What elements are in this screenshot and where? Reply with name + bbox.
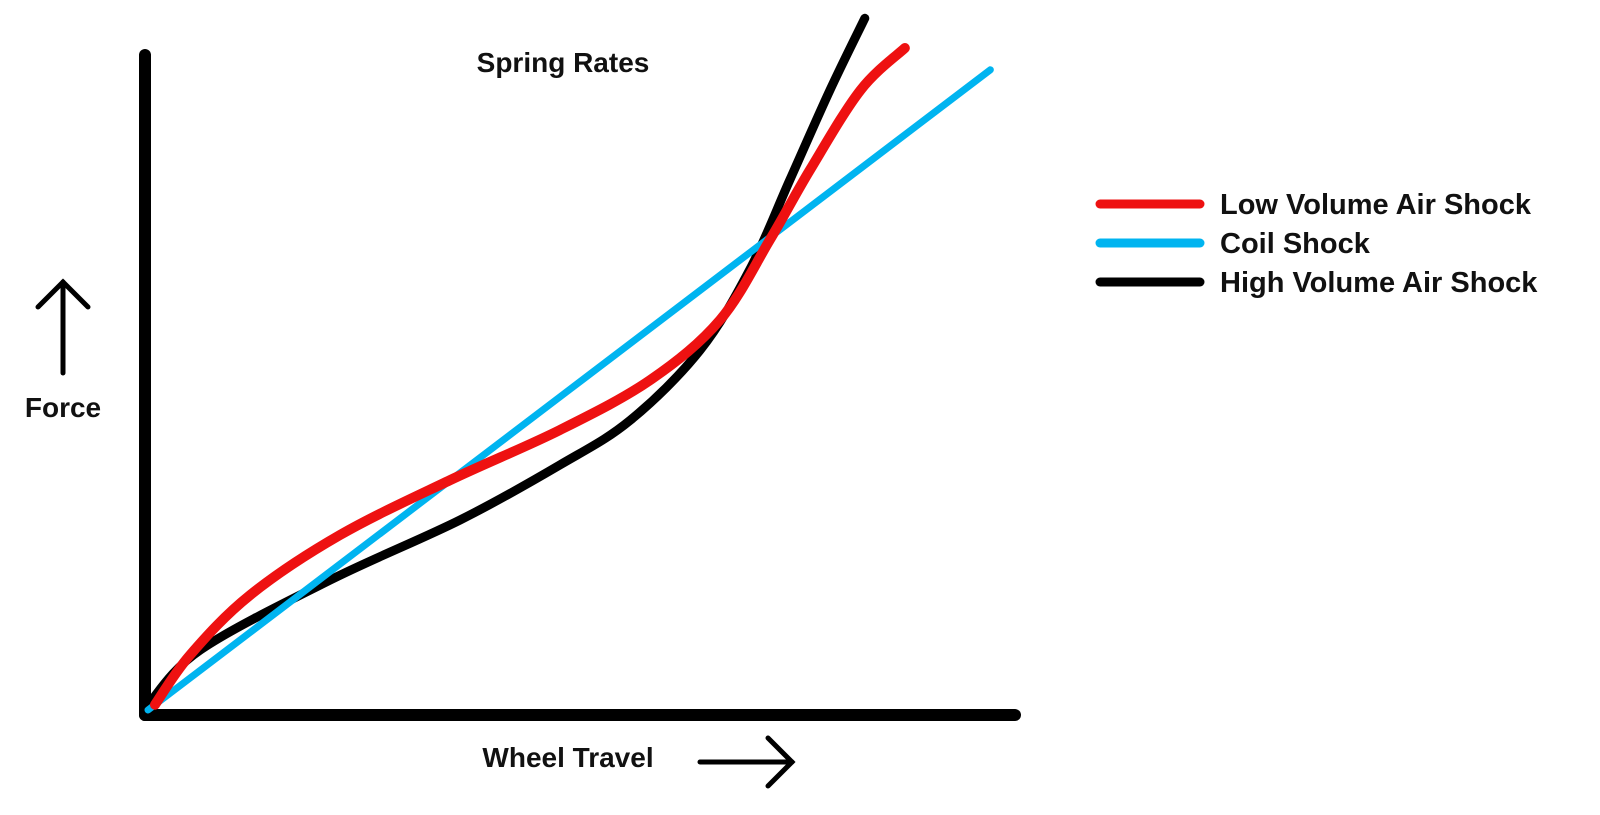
- right-arrow-icon: [697, 735, 796, 789]
- legend-label: High Volume Air Shock: [1220, 267, 1538, 299]
- series-line-coil-shock: [144, 66, 994, 714]
- legend: Low Volume Air Shock Coil Shock High Volum…: [1095, 189, 1538, 299]
- legend-label: Coil Shock: [1220, 228, 1371, 260]
- legend-label: Low Volume Air Shock: [1220, 189, 1532, 221]
- chart-title: Spring Rates: [477, 47, 650, 78]
- series-line-high-volume-air-shock: [143, 13, 870, 710]
- up-arrow-icon: [35, 278, 91, 376]
- x-axis-label: Wheel Travel: [482, 742, 653, 773]
- series-line-low-volume-air-shock: [149, 43, 910, 710]
- y-axis-label: Force: [25, 392, 101, 423]
